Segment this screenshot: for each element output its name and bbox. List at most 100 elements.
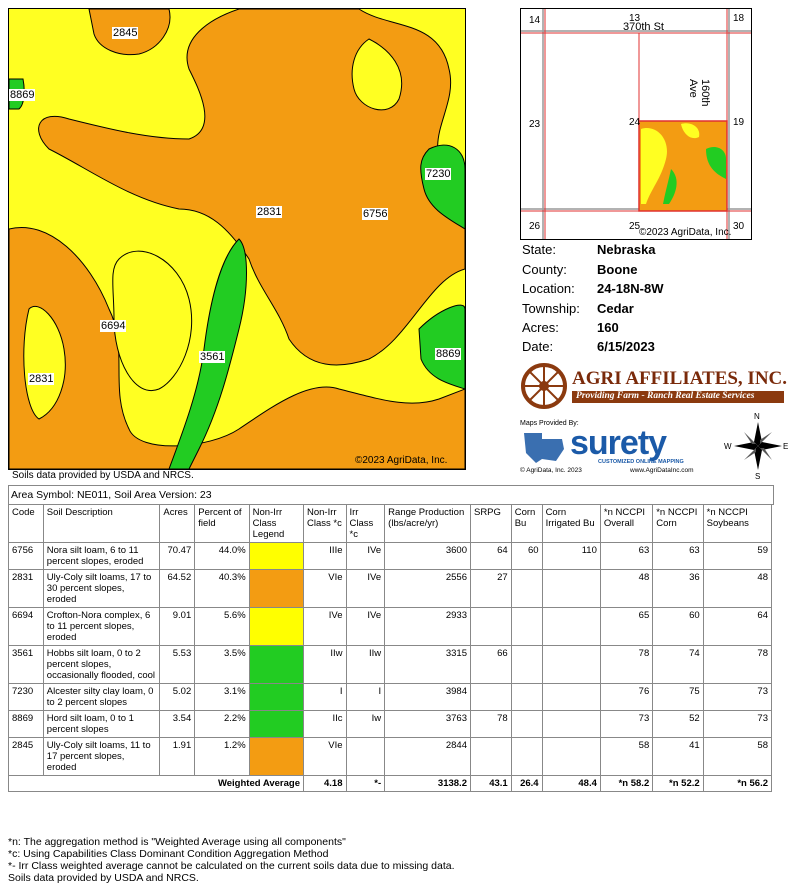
surety-map-icon <box>524 433 564 463</box>
cell-irr <box>345 737 386 776</box>
cell-soy: 59 <box>702 542 773 570</box>
soil-map-shapes <box>9 9 465 469</box>
locator-map-shapes <box>521 9 751 239</box>
section-label: 26 <box>529 221 541 232</box>
cell-cornirr <box>541 737 601 776</box>
cell-srpg: 66 <box>469 645 512 684</box>
cell-nonirr: I <box>302 683 347 711</box>
info-date: Date: 6/15/2023 <box>522 339 655 354</box>
footnote: Soils data provided by USDA and NRCS. <box>8 872 199 884</box>
footnote: *n: The aggregation method is "Weighted … <box>8 836 346 848</box>
map-label: 2831 <box>256 206 283 218</box>
map-label: 3561 <box>199 351 226 363</box>
cell-nonirr: VIe <box>302 737 347 776</box>
cell-nccorn: 36 <box>652 569 704 608</box>
cell-overall: 65 <box>599 607 654 646</box>
col-pct: Percent of field <box>194 504 250 543</box>
col-desc: Soil Description <box>42 504 161 543</box>
col-irr: Irr Class *c <box>345 504 386 543</box>
col-corn: Corn Bu <box>510 504 543 543</box>
cell-overall: 73 <box>599 710 654 738</box>
compass-n: N <box>754 412 760 421</box>
wavg-overall: *n 58.2 <box>599 775 654 792</box>
footnote: *c: Using Capabilities Class Dominant Co… <box>8 848 329 860</box>
cell-code: 8869 <box>8 710 44 738</box>
cell-range: 2556 <box>384 569 471 608</box>
table-row: 8869 Hord silt loam, 0 to 1 percent slope… <box>8 710 773 738</box>
area-symbol: Area Symbol: NE011, Soil Area Version: 2… <box>8 485 774 505</box>
cell-irr: IVe <box>345 607 386 646</box>
wavg-range: 3138.2 <box>384 775 471 792</box>
agri-tagline: Providing Farm - Ranch Real Estate Servi… <box>576 391 755 401</box>
compass-rose: N E S W <box>724 412 788 482</box>
cell-code: 6756 <box>8 542 44 570</box>
surety-logo: Maps Provided By: surety CUSTOMIZED ONLI… <box>520 420 720 476</box>
section-label: 14 <box>529 15 541 26</box>
col-nonirr: Non-Irr Class *c <box>302 504 347 543</box>
cell-desc: Nora silt loam, 6 to 11 percent slopes, … <box>42 542 161 570</box>
legend-swatch <box>248 569 304 608</box>
cell-acres: 9.01 <box>159 607 196 646</box>
info-acres: Acres: 160 <box>522 320 619 335</box>
wavg-corn: 26.4 <box>510 775 543 792</box>
compass-icon <box>734 422 782 470</box>
table-row: 3561 Hobbs silt loam, 0 to 2 percent slop… <box>8 645 773 684</box>
section-label: 24 <box>629 117 641 128</box>
wagon-wheel-icon <box>521 363 567 409</box>
weighted-average-row: Weighted Average 4.18 *- 3138.2 43.1 26.… <box>8 775 773 792</box>
cell-cornirr: 110 <box>541 542 601 570</box>
wavg-irr: *- <box>345 775 386 792</box>
cell-nccorn: 60 <box>652 607 704 646</box>
cell-irr: I <box>345 683 386 711</box>
soil-map: 2845 8869 7230 2831 6756 6694 3561 8869 … <box>8 8 466 470</box>
table-row: 6694 Crofton-Nora complex, 6 to 11 percen… <box>8 607 773 646</box>
table-row: 2831 Uly-Coly silt loams, 17 to 30 percen… <box>8 569 773 608</box>
cell-soy: 73 <box>702 683 773 711</box>
info-state: State: Nebraska <box>522 242 656 257</box>
cell-nccorn: 63 <box>652 542 704 570</box>
legend-swatch <box>248 542 304 570</box>
cell-acres: 3.54 <box>159 710 196 738</box>
cell-acres: 5.02 <box>159 683 196 711</box>
cell-corn <box>510 607 543 646</box>
col-nccpi-corn: *n NCCPI Corn <box>652 504 704 543</box>
map-label: 8869 <box>435 348 462 360</box>
table-row: 7230 Alcester silty clay loam, 0 to 2 per… <box>8 683 773 711</box>
cell-soy: 73 <box>702 710 773 738</box>
wavg-nonirr: 4.18 <box>302 775 347 792</box>
cell-acres: 5.53 <box>159 645 196 684</box>
cell-cornirr <box>541 569 601 608</box>
cell-acres: 1.91 <box>159 737 196 776</box>
legend-swatch <box>248 607 304 646</box>
cell-acres: 64.52 <box>159 569 196 608</box>
locator-map: 370th St 160th Ave 14 13 18 23 24 19 26 … <box>520 8 752 240</box>
cell-code: 2845 <box>8 737 44 776</box>
cell-cornirr <box>541 645 601 684</box>
cell-nonirr: IIc <box>302 710 347 738</box>
footnote: *- Irr Class weighted average cannot be … <box>8 860 455 872</box>
wavg-soy: *n 56.2 <box>702 775 773 792</box>
col-srpg: SRPG <box>469 504 512 543</box>
cell-srpg <box>469 737 512 776</box>
cell-irr: IVe <box>345 542 386 570</box>
soil-table: Code Soil Description Acres Percent of f… <box>8 504 773 792</box>
section-label: 23 <box>529 119 541 130</box>
info-township: Township: Cedar <box>522 301 634 316</box>
cell-pct: 1.2% <box>194 737 250 776</box>
footnotes: *n: The aggregation method is "Weighted … <box>8 836 455 884</box>
table-header-row: Code Soil Description Acres Percent of f… <box>8 504 773 543</box>
cell-range: 3763 <box>384 710 471 738</box>
map-label: 8869 <box>9 89 36 101</box>
legend-swatch <box>248 683 304 711</box>
cell-range: 2933 <box>384 607 471 646</box>
col-acres: Acres <box>159 504 196 543</box>
section-label: 30 <box>733 221 745 232</box>
cell-pct: 44.0% <box>194 542 250 570</box>
info-location: Location: 24-18N-8W <box>522 281 664 296</box>
info-county: County: Boone <box>522 262 638 277</box>
cell-cornirr <box>541 607 601 646</box>
cell-irr: Iw <box>345 710 386 738</box>
cell-overall: 48 <box>599 569 654 608</box>
agri-affiliates-logo: AGRI AFFILIATES, INC. Providing Farm - R… <box>520 362 787 412</box>
maps-provided-by: Maps Provided By: <box>520 420 579 427</box>
